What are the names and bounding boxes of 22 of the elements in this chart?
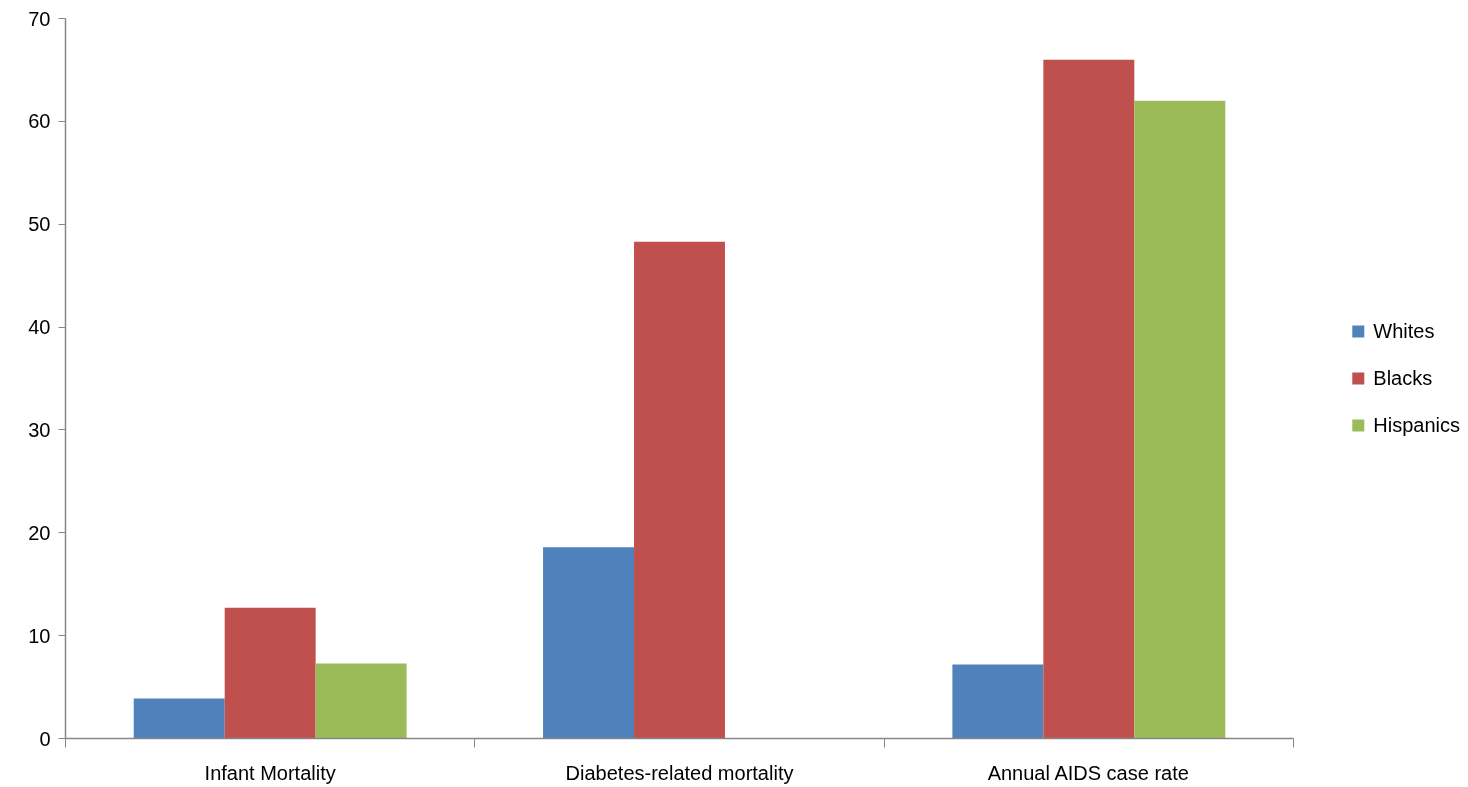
- x-tick-label: Annual AIDS case rate: [987, 761, 1189, 784]
- y-tick-label: 50: [28, 213, 51, 236]
- y-tick-label: 0: [39, 727, 51, 750]
- y-tick-label: 30: [28, 418, 51, 441]
- x-tick-label: Diabetes-related mortality: [565, 761, 794, 784]
- x-tick-label: Infant Mortality: [204, 761, 336, 784]
- y-tick-label: 40: [28, 316, 51, 339]
- y-tick-label: 10: [28, 624, 51, 647]
- bar: [133, 698, 225, 739]
- y-tick-label: 60: [28, 110, 51, 133]
- y-tick-label: 70: [28, 7, 51, 30]
- legend-label: Blacks: [1373, 366, 1433, 390]
- legend-label: Hispanics: [1373, 413, 1460, 437]
- bar: [315, 663, 407, 739]
- bar: [1043, 59, 1135, 739]
- bar: [634, 241, 725, 739]
- bar: [952, 664, 1044, 739]
- bar: [224, 607, 316, 739]
- bar: [543, 547, 635, 739]
- legend-label: Whites: [1373, 319, 1435, 343]
- y-tick-label: 20: [28, 521, 51, 544]
- bar: [1134, 100, 1226, 739]
